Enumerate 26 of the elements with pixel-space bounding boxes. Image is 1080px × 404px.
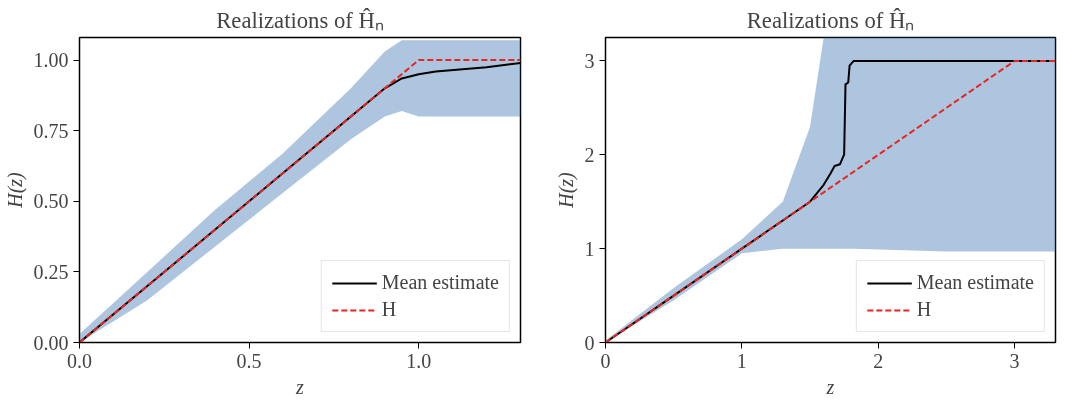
y-tick-label: 0 <box>584 331 595 354</box>
x-tick-label: 1.0 <box>406 349 432 372</box>
x-tick-label: 3 <box>1009 349 1020 372</box>
legend-label: Mean estimate <box>916 271 1034 294</box>
x-tick-label: 0.0 <box>67 349 92 372</box>
y-tick-label: 0.50 <box>33 190 69 213</box>
y-axis-title: H(z) <box>3 171 27 209</box>
y-axis-title: H(z) <box>554 171 578 209</box>
legend-label: H <box>916 298 933 321</box>
x-tick-label: 2 <box>873 349 884 372</box>
x-tick-label: 1 <box>736 349 747 372</box>
legend-label: Mean estimate <box>381 271 499 294</box>
y-tick-label: 3 <box>584 49 595 72</box>
y-tick-label: 1 <box>584 237 595 260</box>
y-tick-label: 0.25 <box>33 260 69 283</box>
x-axis-title: z <box>295 375 305 398</box>
x-tick-label: 0.5 <box>236 349 262 372</box>
y-tick-label: 1.00 <box>33 49 69 72</box>
y-tick-label: 0.00 <box>33 331 69 354</box>
chart-title: Realizations of Ĥₙ <box>216 7 384 33</box>
chart-title: Realizations of Ĥₙ <box>746 7 915 33</box>
y-tick-label: 2 <box>584 143 595 166</box>
y-tick-label: 0.75 <box>33 119 69 142</box>
legend-label: H <box>381 298 398 321</box>
x-axis-title: z <box>825 375 835 398</box>
x-tick-label: 0 <box>600 349 611 372</box>
